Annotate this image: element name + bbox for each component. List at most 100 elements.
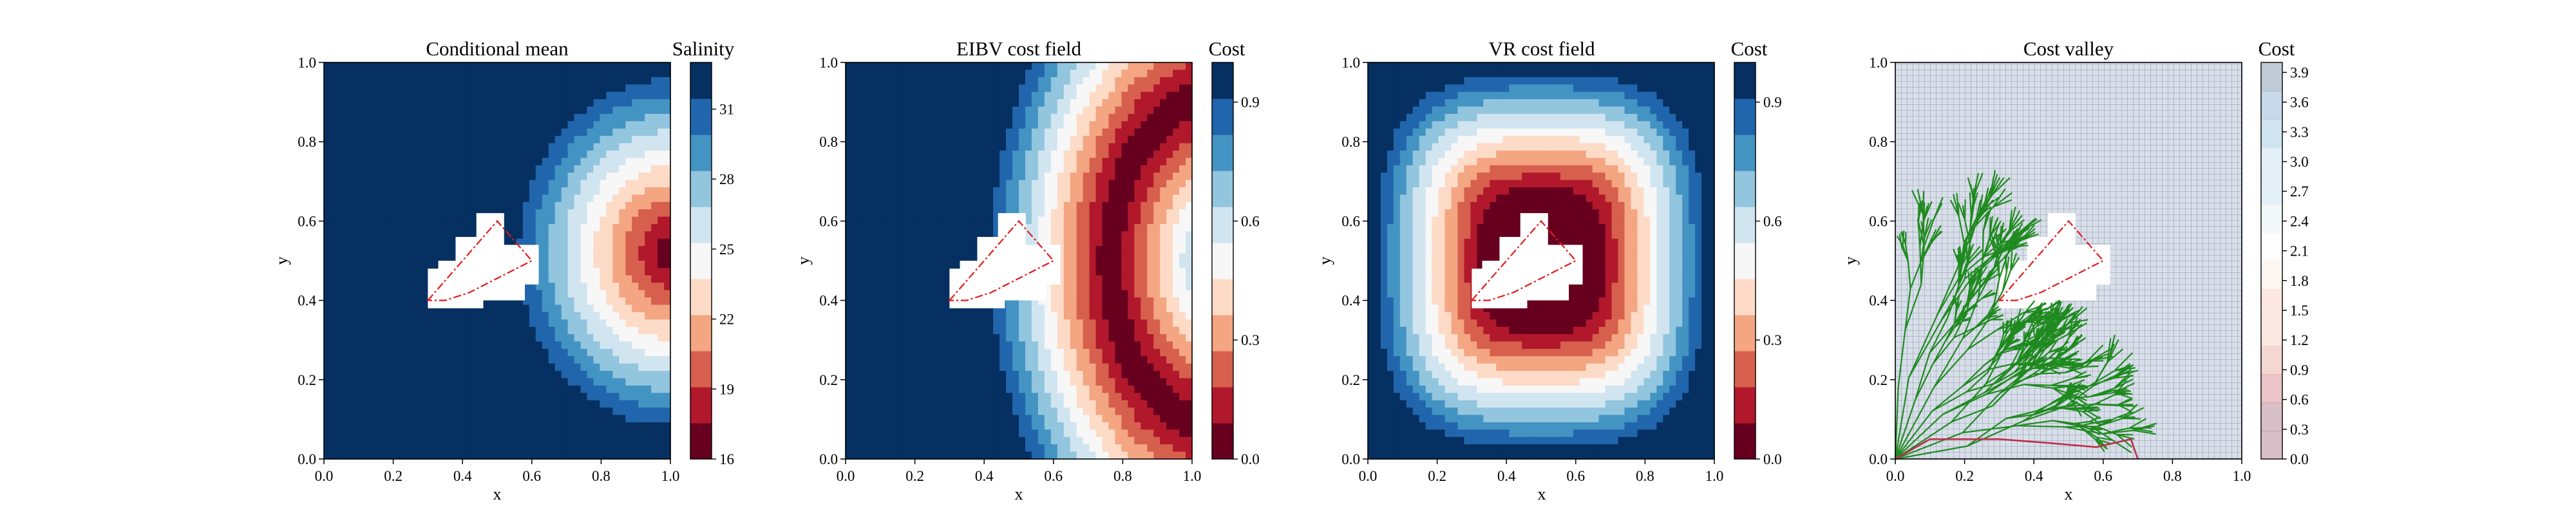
heatmap-cell <box>612 304 620 313</box>
heatmap-cell <box>1141 326 1148 335</box>
heatmap-cell <box>851 334 859 342</box>
heatmap-cell <box>459 62 466 71</box>
heatmap-cell <box>1076 261 1084 269</box>
heatmap-cell <box>574 319 582 328</box>
heatmap-cell <box>954 84 962 93</box>
heatmap-cell <box>362 70 370 78</box>
heatmap-cell <box>929 268 936 276</box>
heatmap-cell <box>1006 326 1013 335</box>
heatmap-cell <box>1160 62 1167 71</box>
heatmap-cell <box>606 378 614 386</box>
heatmap-cell <box>503 312 511 320</box>
heatmap-cell <box>942 334 949 342</box>
heatmap-cell <box>1134 165 1141 173</box>
heatmap-cell <box>324 121 331 129</box>
heatmap-cell <box>935 187 943 196</box>
heatmap-cell <box>890 99 898 108</box>
heatmap-cell <box>909 201 917 210</box>
heatmap-cell <box>1044 77 1052 85</box>
heatmap-cell <box>993 91 1000 100</box>
heatmap-cell <box>884 62 891 71</box>
heatmap-cell <box>632 209 639 218</box>
heatmap-cell <box>343 356 350 364</box>
heatmap-cell <box>535 84 543 93</box>
heatmap-cell <box>612 223 620 232</box>
colorbar-segment <box>690 171 712 207</box>
heatmap-cell <box>362 216 370 225</box>
heatmap-cell <box>522 400 530 408</box>
heatmap-cell <box>993 158 1000 166</box>
axes-frame <box>323 62 671 460</box>
heatmap-cell <box>401 400 408 408</box>
heatmap-cell <box>355 319 363 328</box>
heatmap-cell <box>645 238 652 247</box>
heatmap-cell <box>452 429 459 438</box>
heatmap-cell <box>884 216 891 225</box>
heatmap-cell <box>619 246 626 254</box>
heatmap-cell <box>1095 187 1103 196</box>
heatmap-cell <box>529 165 536 173</box>
heatmap-cell <box>967 99 974 108</box>
heatmap-cell <box>471 334 478 342</box>
heatmap-cell <box>993 150 1000 158</box>
heatmap-cell <box>935 180 943 188</box>
heatmap-cell <box>548 407 556 416</box>
heatmap-cell <box>1050 128 1058 136</box>
heatmap-cell <box>896 70 904 78</box>
heatmap-cell <box>587 393 594 401</box>
heatmap-cell <box>484 348 491 357</box>
heatmap-cell <box>381 136 389 144</box>
obstacle-block <box>483 276 526 301</box>
heatmap-cell <box>974 143 981 151</box>
heatmap-cell <box>439 422 446 431</box>
heatmap-cell <box>974 201 981 210</box>
heatmap-cell <box>1037 84 1045 93</box>
heatmap-cell <box>974 312 981 320</box>
heatmap-cell <box>846 143 853 151</box>
heatmap-cell <box>846 209 853 218</box>
heatmap-cell <box>529 304 536 313</box>
heatmap-cell <box>909 209 917 218</box>
heatmap-cell <box>948 158 956 166</box>
heatmap-cell <box>497 312 504 320</box>
colorbar-label: Salinity <box>672 37 735 60</box>
heatmap-cell <box>509 304 517 313</box>
heatmap-cell <box>619 334 626 342</box>
heatmap-cell <box>407 283 415 291</box>
heatmap-cell <box>625 246 632 254</box>
heatmap-cell <box>343 128 350 136</box>
heatmap-cell <box>993 128 1000 136</box>
heatmap-cell <box>426 113 434 122</box>
heatmap-cell <box>362 136 370 144</box>
heatmap-cell <box>497 429 504 438</box>
heatmap-cell <box>1166 136 1173 144</box>
heatmap-cell <box>491 451 498 460</box>
heatmap-cell <box>1102 91 1110 100</box>
heatmap-cell <box>484 407 491 416</box>
heatmap-cell <box>890 91 898 100</box>
heatmap-cell <box>871 283 878 291</box>
heatmap-cell <box>935 158 943 166</box>
heatmap-cell <box>1121 268 1129 276</box>
heatmap-cell <box>503 150 511 158</box>
heatmap-cell <box>658 261 665 269</box>
heatmap-cell <box>645 290 652 298</box>
heatmap-cell <box>548 268 556 276</box>
heatmap-cell <box>877 173 885 181</box>
heatmap-cell <box>497 393 504 401</box>
heatmap-cell <box>446 62 453 71</box>
heatmap-cell <box>1134 238 1141 247</box>
heatmap-cell <box>619 187 626 196</box>
heatmap-cell <box>1147 91 1154 100</box>
heatmap-cell <box>884 70 891 78</box>
heatmap-cell <box>1050 326 1058 335</box>
heatmap-cell <box>516 128 524 136</box>
heatmap-cell <box>1108 158 1116 166</box>
heatmap-cell <box>877 216 885 225</box>
heatmap-cell <box>948 180 956 188</box>
heatmap-cell <box>330 356 337 364</box>
heatmap-cell <box>355 136 363 144</box>
heatmap-cell <box>864 275 872 283</box>
heatmap-cell <box>349 143 357 151</box>
